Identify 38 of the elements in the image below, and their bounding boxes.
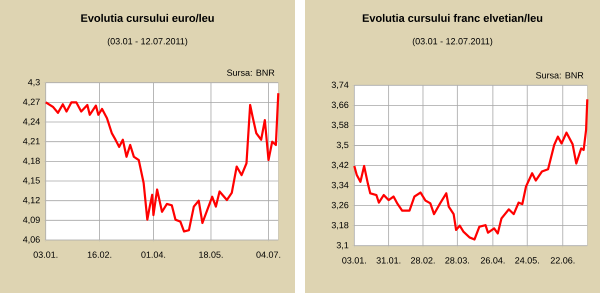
y-tick-label: 3,5 [336,142,348,150]
y-tick-label: 4,06 [22,236,40,244]
y-tick-label: 3,1 [336,242,348,250]
chart-title: Evolutia cursului franc elvetian/leu [362,14,542,22]
x-tick-label: 24.05. [515,257,539,264]
chart-subtitle: (03.01 - 12.07.2011) [412,38,492,46]
x-tick-label: 16.02. [88,252,112,258]
y-tick-label: 3,26 [332,202,348,210]
x-tick-label: 04.07. [256,252,280,258]
y-tick-label: 4,12 [22,196,40,204]
y-tick-label: 3,66 [332,102,348,110]
text: Sursa: BNR [227,70,274,76]
y-tick-label: 3,34 [332,182,349,190]
y-tick-label: 4,18 [22,158,40,166]
y-tick-label: 4,21 [22,138,40,146]
x-tick-label: 01.04. [141,252,166,258]
x-tick-label: 28.02. [410,257,435,264]
x-tick-label: 03.01. [34,252,58,258]
y-tick-label: 3,18 [332,222,348,230]
x-tick-label: 18.05. [199,252,223,258]
chart-title: Evolutia cursului euro/leu [81,14,214,22]
y-tick-label: 4,09 [22,216,40,224]
y-tick-label: 3,58 [332,122,348,130]
y-tick-label: 4,3 [28,78,40,86]
y-tick-label: 3,42 [332,162,348,170]
text: Sursa: BNR [536,72,584,78]
x-tick-label: 31.01. [376,257,400,264]
line-series [353,98,588,241]
y-tick-label: 4,27 [22,98,40,106]
x-tick-label: 28.03. [445,257,469,264]
line-series [44,92,280,233]
chart-subtitle: (03.01 - 12.07.2011) [108,38,188,46]
y-tick-label: 3,74 [332,82,349,89]
x-tick-label: 22.06. [550,257,574,264]
y-tick-label: 4,15 [22,177,40,185]
x-tick-label: 26.04. [480,257,505,264]
y-tick-label: 4,24 [22,118,40,126]
x-tick-label: 03.01. [342,257,366,264]
